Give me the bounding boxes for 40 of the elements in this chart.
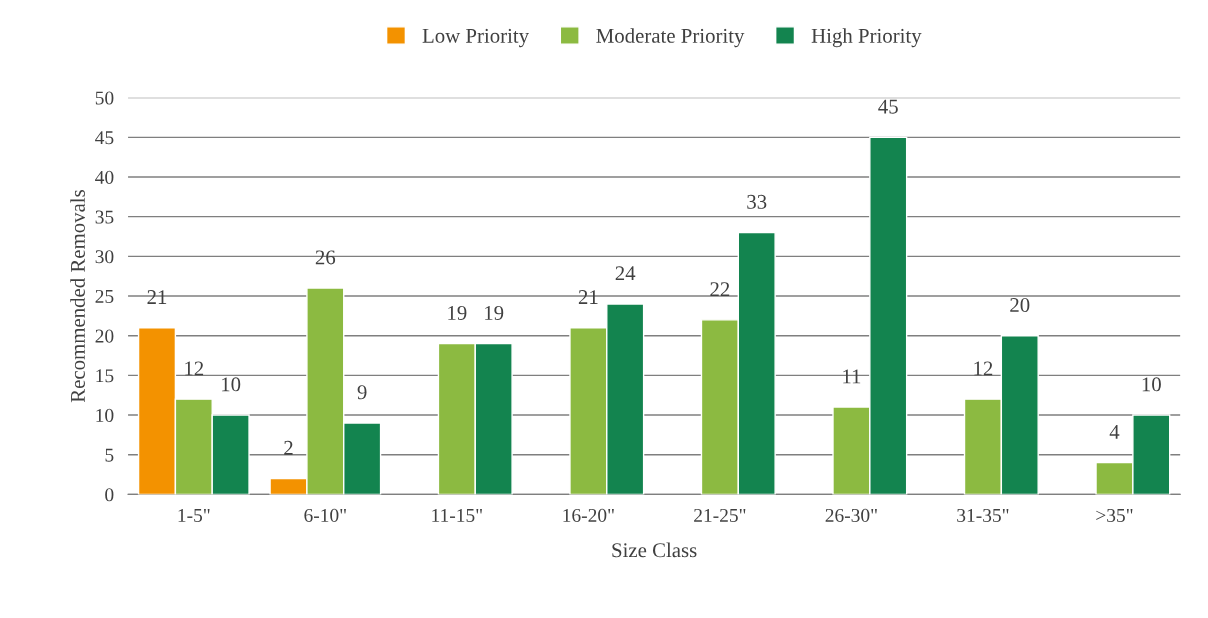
data-label: 21 [147,290,167,304]
data-label: 9 [357,385,367,400]
legend-label: Moderate Priority [596,28,745,48]
data-label: 21 [578,290,598,304]
data-label: 2 [284,440,293,455]
y-axis-title: Recommended Removals [70,190,85,403]
data-label: 12 [974,361,993,376]
legend-label: High Priority [811,28,922,48]
data-label: 20 [1010,297,1030,313]
x-tick-label: 1-5" [178,508,210,522]
y-tick-label: 30 [95,250,114,264]
data-label: 24 [615,266,636,281]
data-label: 12 [185,361,204,376]
y-tick-label: 50 [95,91,114,105]
data-label: 22 [710,282,730,296]
data-label: 10 [222,377,241,392]
data-label: 4 [1109,425,1120,439]
data-label: 45 [878,99,898,114]
x-tick-label: 31-35" [957,508,1009,522]
y-tick-label: 20 [95,329,114,343]
data-label: 19 [448,305,467,320]
y-tick-label: 15 [96,369,114,383]
x-tick-label: 6-10" [304,508,346,522]
y-tick-label: 5 [105,448,114,462]
y-tick-label: 45 [95,131,114,145]
x-tick-label: 16-20" [563,508,614,522]
x-axis-title: Size Class [612,542,697,558]
x-tick-label: >35" [1096,508,1133,522]
x-tick-label: 11-15" [432,508,482,522]
data-label: 33 [747,194,767,209]
y-tick-label: 0 [105,488,114,502]
legend-label: Low Priority [422,28,530,48]
x-tick-label: 26-30" [825,508,877,522]
x-tick-label: 21-25" [694,508,746,522]
y-tick-label: 40 [95,170,114,184]
y-tick-label: 10 [96,408,114,422]
data-label: 19 [485,305,504,320]
y-tick-label: 25 [95,289,114,303]
data-label: 10 [1142,377,1161,392]
y-tick-label: 35 [95,210,114,224]
